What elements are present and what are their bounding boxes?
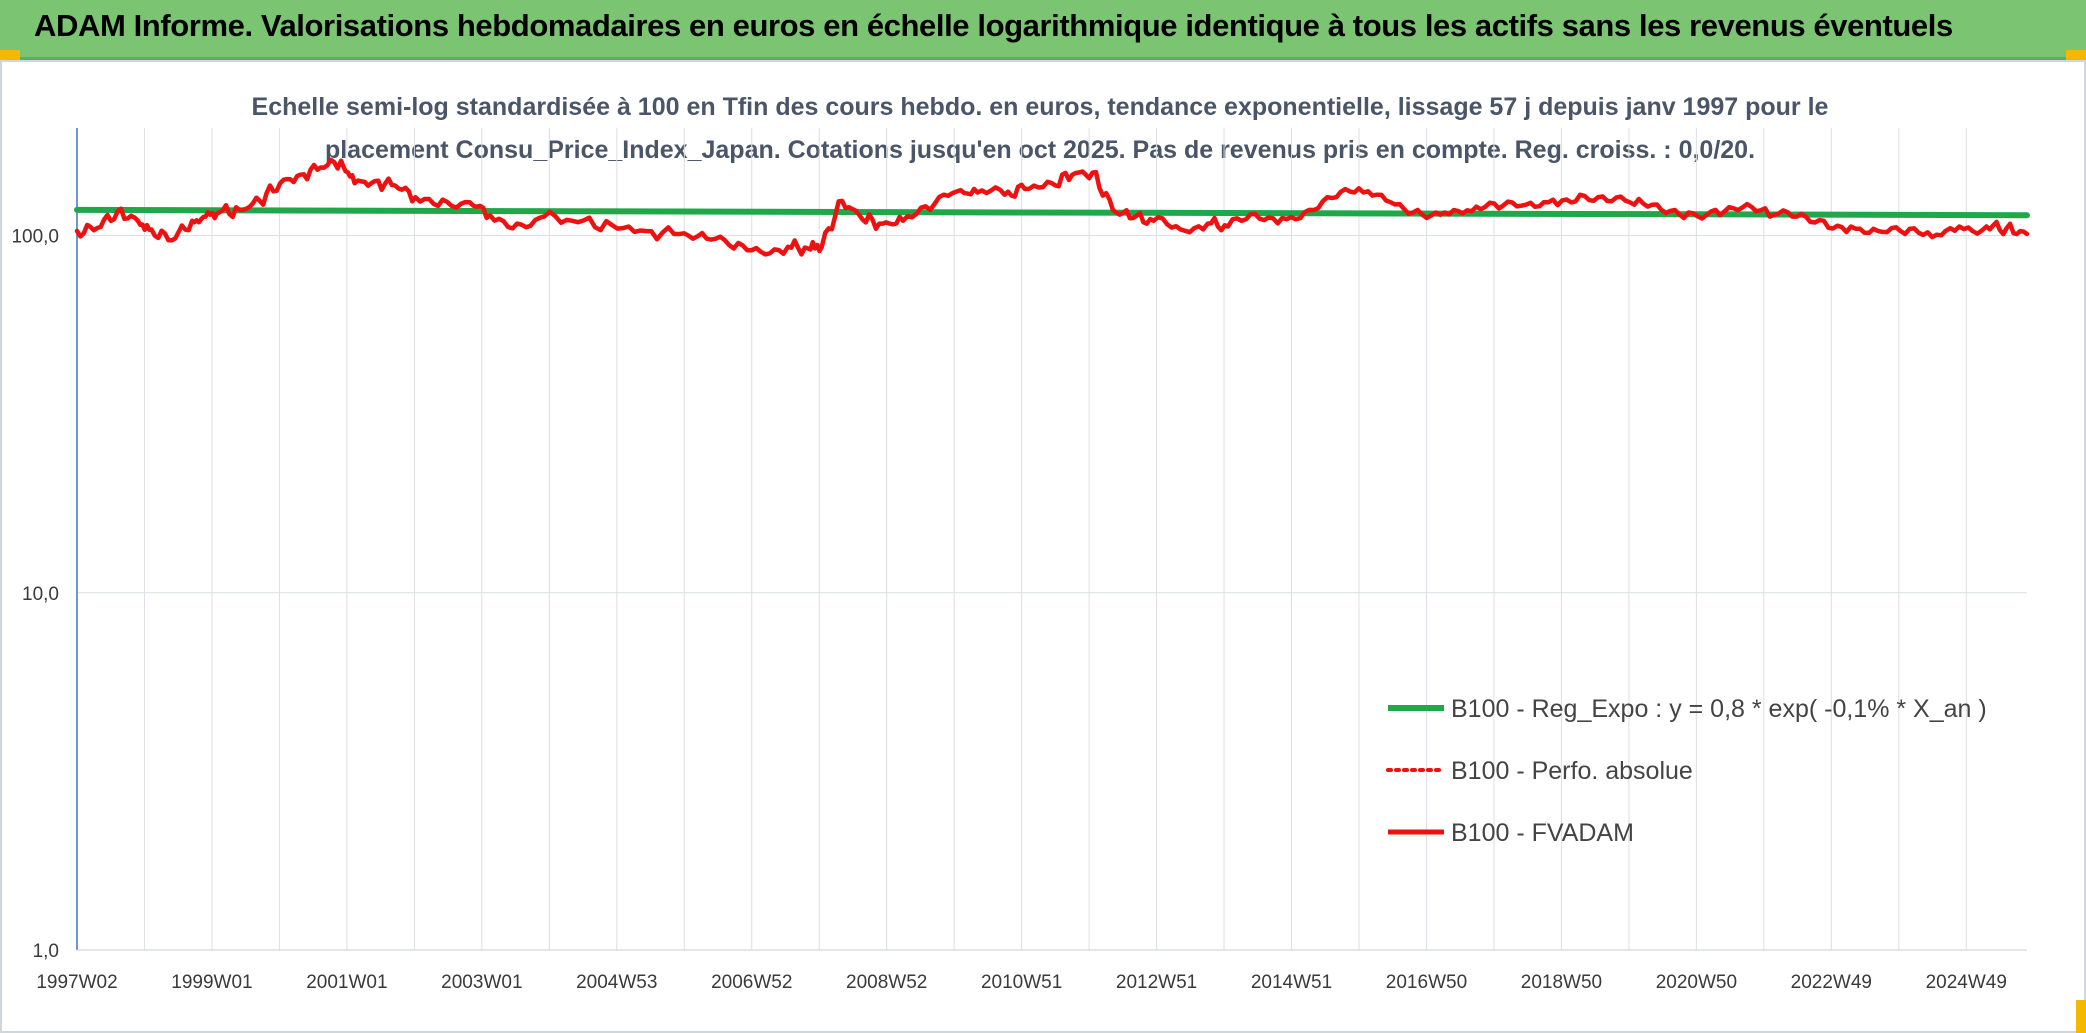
x-tick-label: 2001W01 — [306, 972, 387, 993]
x-tick-label: 2012W51 — [1116, 972, 1197, 993]
x-tick-label: 2006W52 — [711, 972, 792, 993]
axes: 100,0 10,0 1,0 1997W02 1999W01 2001W01 2003W01… — [11, 128, 2027, 993]
series-lines — [74, 157, 2030, 257]
series-line-fvadam — [74, 157, 2030, 257]
legend-label-0: B100 - Reg_Expo : y = 0,8 * exp( -0,1% *… — [1451, 695, 1987, 723]
x-tick-label: 2003W01 — [441, 972, 522, 993]
x-tick-label: 2014W51 — [1251, 972, 1332, 993]
gridlines — [76, 128, 2027, 951]
x-tick-label: 2020W50 — [1656, 972, 1737, 993]
chart-title-line-1: Echelle semi-log standardisée à 100 en T… — [252, 93, 1829, 121]
corner-marker-bottom-right — [2076, 1000, 2086, 1033]
page-title: ADAM Informe. Valorisations hebdomadaire… — [34, 8, 1953, 43]
y-tick-label: 100,0 — [11, 227, 59, 248]
corner-marker-top-right — [2066, 50, 2086, 60]
header-bar: ADAM Informe. Valorisations hebdomadaire… — [0, 0, 2086, 60]
x-tick-label: 2004W53 — [576, 972, 657, 993]
x-tick-label: 1997W02 — [36, 972, 117, 993]
x-tick-label: 1999W01 — [171, 972, 252, 993]
series-line-reg-expo — [74, 206, 2030, 219]
legend-label-1: B100 - Perfo. absolue — [1451, 757, 1693, 785]
legend: B100 - Reg_Expo : y = 0,8 * exp( -0,1% *… — [1386, 695, 1987, 847]
y-tick-label: 10,0 — [22, 584, 59, 605]
x-tick-label: 2018W50 — [1521, 972, 1602, 993]
chart-title-line-2: placement Consu_Price_Index_Japan. Cotat… — [325, 136, 1755, 164]
x-tick-label: 2022W49 — [1791, 972, 1872, 993]
x-tick-label: 2008W52 — [846, 972, 927, 993]
y-tick-label: 1,0 — [33, 941, 59, 962]
chart-frame — [0, 60, 2086, 1033]
x-tick-label: 2010W51 — [981, 972, 1062, 993]
corner-marker-top-left — [0, 50, 20, 60]
x-tick-label: 2016W50 — [1386, 972, 1467, 993]
legend-label-2: B100 - FVADAM — [1451, 819, 1634, 847]
x-tick-label: 2024W49 — [1926, 972, 2007, 993]
